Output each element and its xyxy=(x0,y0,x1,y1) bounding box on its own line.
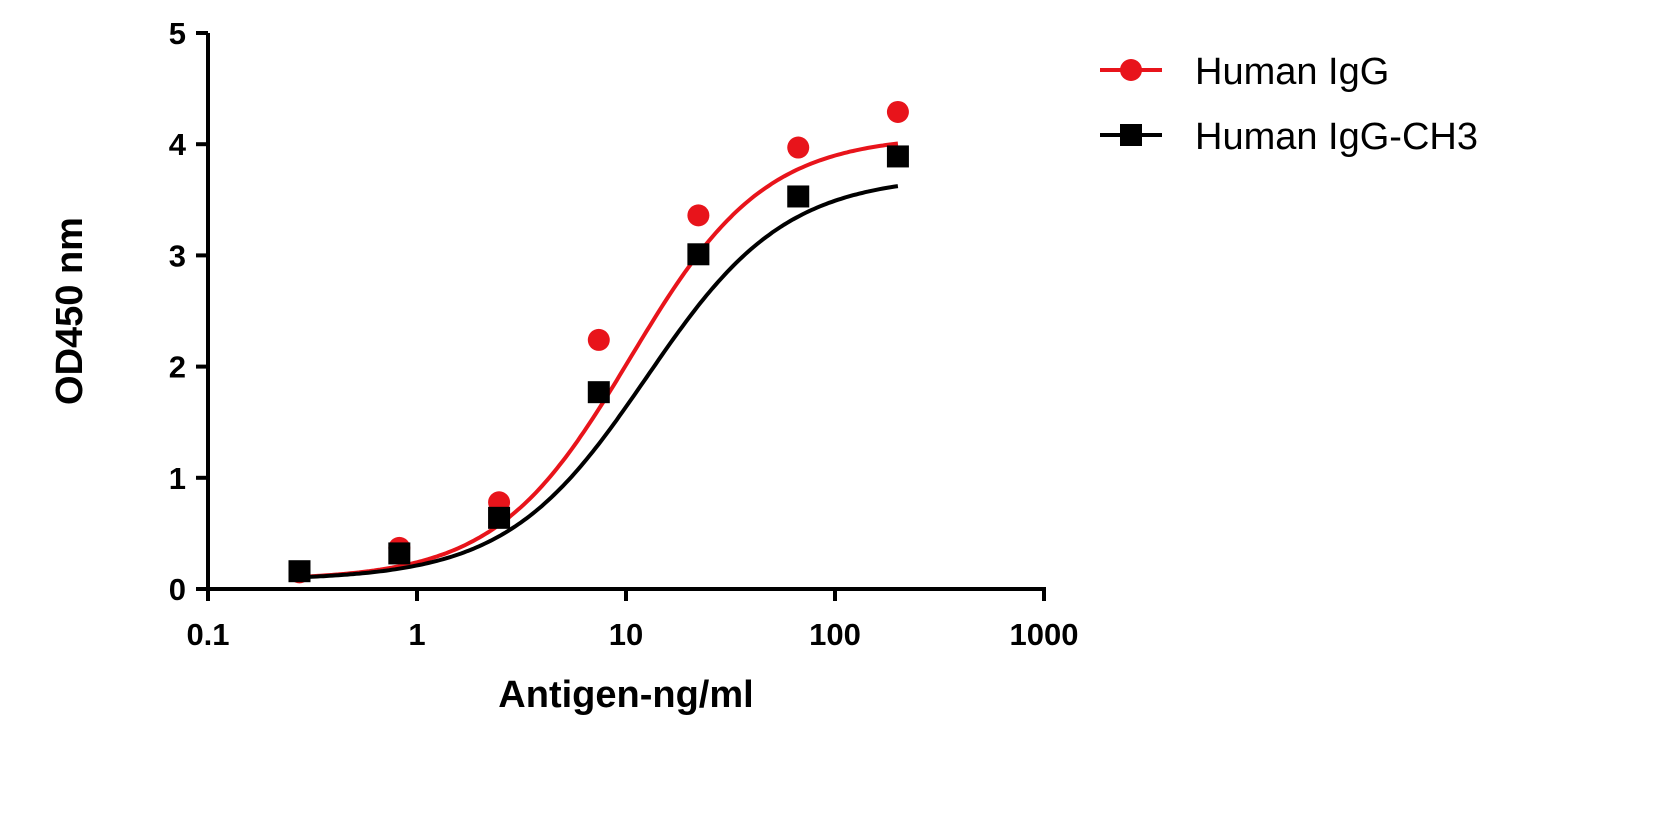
data-point-human-igg-ch3 xyxy=(388,542,411,565)
data-point-human-igg-ch3 xyxy=(787,185,810,208)
y-axis-title: OD450 nm xyxy=(49,217,91,405)
y-tick-label: 0 xyxy=(169,572,186,607)
legend-marker-human-igg xyxy=(1120,59,1142,81)
x-tick-label: 0.1 xyxy=(186,617,229,652)
data-point-human-igg-ch3 xyxy=(488,506,511,529)
x-tick-label: 1000 xyxy=(1010,617,1079,652)
data-point-human-igg xyxy=(687,204,710,227)
legend-label-human-igg: Human IgG xyxy=(1195,51,1389,93)
y-tick-label: 5 xyxy=(169,16,186,51)
y-tick-label: 2 xyxy=(169,350,186,385)
data-point-human-igg xyxy=(886,100,909,123)
y-tick-label: 3 xyxy=(169,238,186,273)
data-point-human-igg xyxy=(787,136,810,159)
fit-curve-human-igg xyxy=(299,141,899,579)
data-point-human-igg-ch3 xyxy=(687,243,710,266)
data-point-human-igg-ch3 xyxy=(288,560,311,583)
legend-marker-human-igg-ch3 xyxy=(1120,124,1142,146)
x-tick-label: 10 xyxy=(609,617,643,652)
x-axis-title: Antigen-ng/ml xyxy=(498,674,753,716)
legend: Human IgG Human IgG-CH3 xyxy=(1100,51,1478,158)
y-tick-label: 4 xyxy=(169,127,187,162)
data-point-human-igg xyxy=(587,328,610,351)
x-tick-label: 100 xyxy=(809,617,861,652)
fit-curves xyxy=(299,141,899,580)
legend-label-human-igg-ch3: Human IgG-CH3 xyxy=(1195,116,1478,158)
data-points xyxy=(288,100,909,584)
x-tick-label: 1 xyxy=(408,617,425,652)
data-point-human-igg-ch3 xyxy=(587,381,610,404)
fit-curve-human-igg-ch3 xyxy=(299,184,899,580)
data-point-human-igg-ch3 xyxy=(886,145,909,168)
y-tick-label: 1 xyxy=(169,461,186,496)
axes: 0.1 1 10 100 1000 0 1 2 3 4 5 xyxy=(169,16,1079,652)
